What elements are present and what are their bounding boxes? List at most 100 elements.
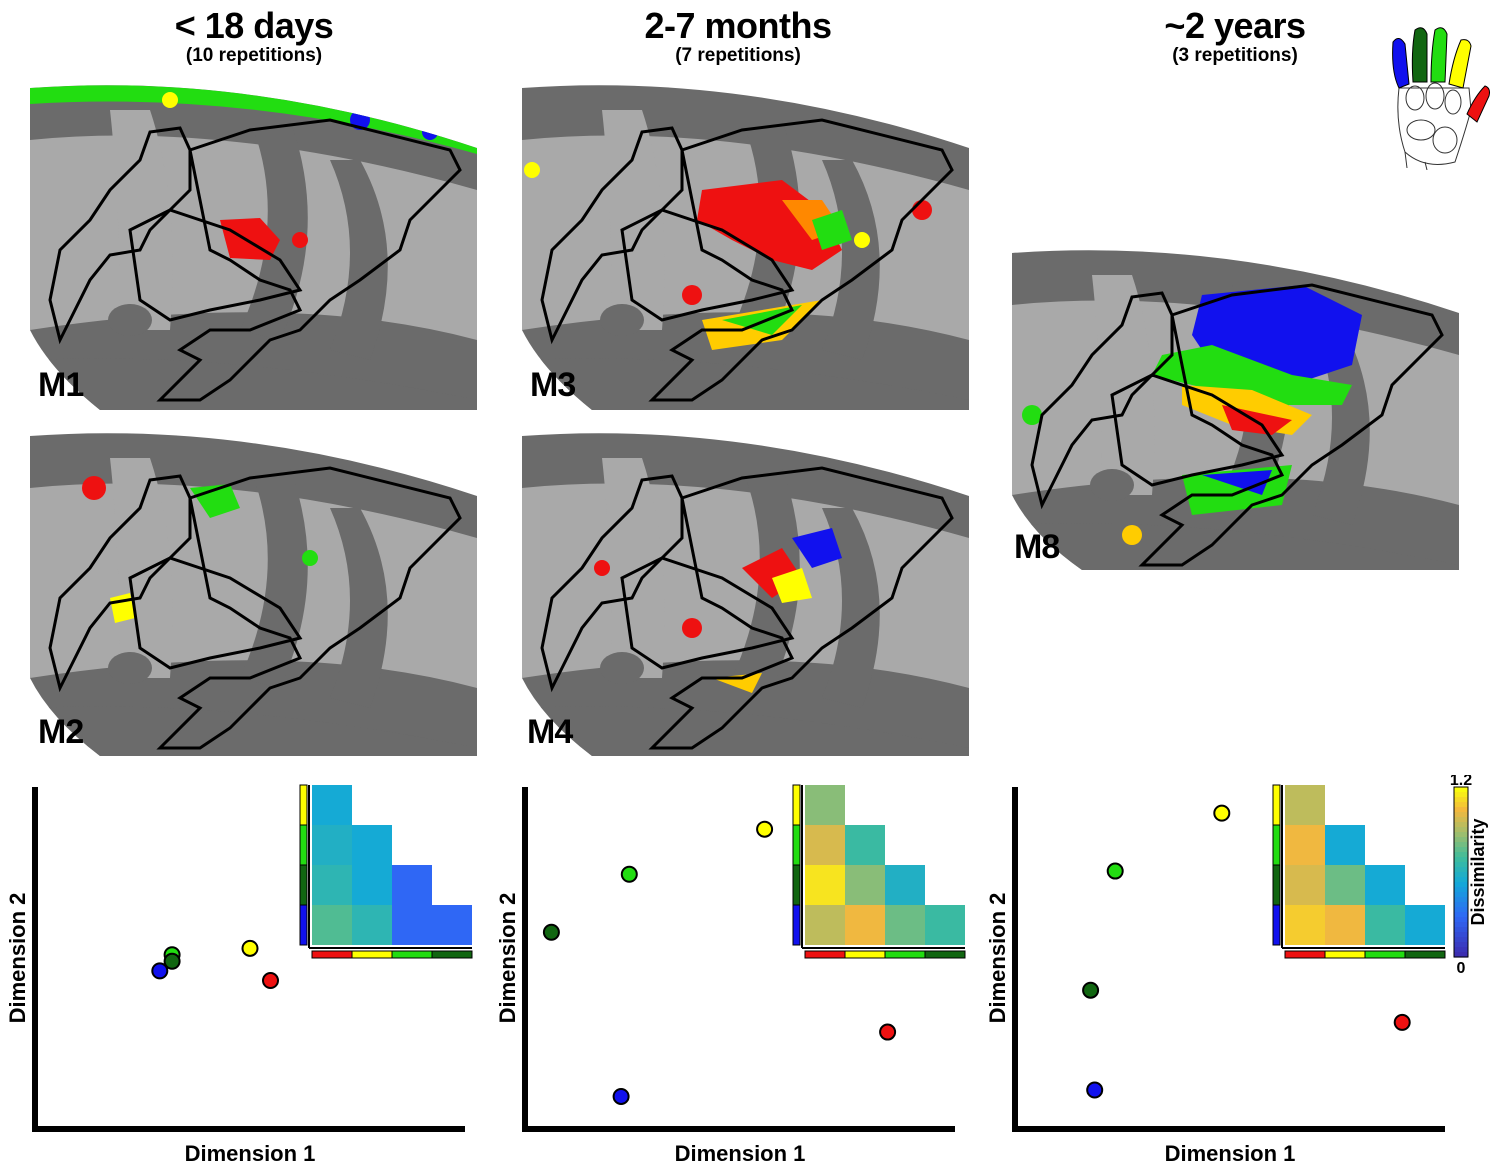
hand-digit3-icon [1430, 27, 1448, 83]
rdm-col-key [351, 950, 393, 959]
column-3-subtitle: (3 repetitions) [1172, 45, 1298, 66]
colorbar-segment [1454, 812, 1468, 818]
rdm-cell [1285, 905, 1325, 945]
point-d1 [879, 1023, 897, 1041]
brain-map-m2 [30, 433, 477, 756]
point-d2 [241, 939, 259, 957]
colorbar-max: 1.2 [1450, 775, 1472, 789]
rdm-cell [1325, 825, 1365, 865]
rdm-col-key [431, 950, 473, 959]
point-d5 [1086, 1081, 1104, 1099]
colorbar-segment [1454, 857, 1468, 863]
point-d2 [1213, 804, 1231, 822]
colorbar-segment [1454, 802, 1468, 808]
column-title-3: ~2 years (3 repetitions) [1045, 7, 1425, 67]
colorbar-segment [1454, 887, 1468, 893]
brain-label-m2: M2 [38, 713, 84, 751]
brain-map-m1 [30, 85, 477, 410]
rdm-cell [352, 865, 392, 905]
brain-label-m8: M8 [1014, 528, 1060, 566]
brain-label-m1: M1 [38, 366, 84, 404]
rdm-cell [845, 825, 885, 865]
colorbar-segment [1454, 822, 1468, 828]
colorbar-segment [1454, 847, 1468, 853]
rdm-cell [1285, 785, 1325, 825]
x-axis-label: Dimension 1 [185, 1141, 316, 1166]
column-2-subtitle: (7 repetitions) [675, 45, 801, 66]
colorbar-segment [1454, 912, 1468, 918]
rdm-row-key [299, 824, 308, 866]
rdm-cell [845, 905, 885, 945]
colorbar-segment [1454, 877, 1468, 883]
rdm-col-key [884, 950, 926, 959]
rdm-cell [1325, 865, 1365, 905]
colorbar-segment [1454, 882, 1468, 888]
x-axis-label: Dimension 1 [675, 1141, 806, 1166]
point-d1 [1393, 1013, 1411, 1031]
rdm-col-key [1284, 950, 1326, 959]
colorbar-segment [1454, 897, 1468, 903]
rdm-col-key [391, 950, 433, 959]
rdm-col-key [1324, 950, 1366, 959]
rdm-col-key [924, 950, 966, 959]
rdm-col-key [1404, 950, 1446, 959]
rdm-cell [392, 865, 432, 905]
rdm-row-key [1272, 864, 1281, 906]
colorbar-segment [1454, 872, 1468, 878]
colorbar-segment [1454, 842, 1468, 848]
rdm-cell [352, 825, 392, 865]
brain-map-m8 [1012, 250, 1459, 570]
rdm-cell [885, 865, 925, 905]
colorbar-segment [1454, 852, 1468, 858]
rdm-cell [885, 905, 925, 945]
rdm-row-key [1272, 904, 1281, 946]
colorbar-segment [1454, 787, 1468, 793]
colorbar-segment [1454, 837, 1468, 843]
point-d4 [1082, 981, 1100, 999]
y-axis-label: Dimension 2 [985, 893, 1010, 1024]
colorbar-segment [1454, 922, 1468, 928]
rdm-row-key [299, 904, 308, 946]
colorbar-segment [1454, 892, 1468, 898]
colorbar-segment [1454, 867, 1468, 873]
point-d5 [612, 1087, 630, 1105]
rdm-row-key [792, 824, 801, 866]
point-d4 [542, 923, 560, 941]
colorbar-segment [1454, 952, 1468, 958]
brain-map-m4 [522, 433, 969, 756]
colorbar-segment [1454, 792, 1468, 798]
colorbar-segment [1454, 932, 1468, 938]
rdm-row-key [792, 784, 801, 826]
hand-digit5-icon [1392, 38, 1410, 89]
rdm-row-key [1272, 824, 1281, 866]
colorbar-segment [1454, 937, 1468, 943]
rdm-cell [805, 825, 845, 865]
hand-digit1-icon [1466, 85, 1490, 123]
rdm-cell [845, 865, 885, 905]
point-d4 [163, 952, 181, 970]
brain-label-m4: M4 [527, 713, 573, 751]
rdm-cell [312, 825, 352, 865]
mds-plot-3: Dimension 1 Dimension 2 1.2 0 Dissimilarity [985, 775, 1488, 1166]
y-axis-label: Dimension 2 [495, 893, 520, 1024]
rdm-col-key [844, 950, 886, 959]
rdm-cell [925, 905, 965, 945]
rdm-cell [1365, 865, 1405, 905]
rdm-row-key [1272, 784, 1281, 826]
point-d1 [262, 972, 279, 990]
point-d5 [151, 962, 169, 980]
column-3-title: ~2 years [1164, 5, 1306, 46]
column-1-title: < 18 days [174, 5, 334, 46]
column-1-subtitle: (10 repetitions) [185, 45, 323, 66]
hand-digit2-icon [1448, 39, 1472, 89]
rdm-cell [312, 865, 352, 905]
rdm-cell [805, 905, 845, 945]
rdm-cell [1405, 905, 1445, 945]
column-2-title: 2-7 months [644, 5, 832, 46]
rdm-cell [805, 865, 845, 905]
colorbar-segment [1454, 927, 1468, 933]
mds-plot-2: Dimension 1 Dimension 2 [495, 784, 966, 1166]
rdm-row-key [299, 864, 308, 906]
rdm-cell [1365, 905, 1405, 945]
column-title-1: < 18 days (10 repetitions) [64, 7, 444, 67]
